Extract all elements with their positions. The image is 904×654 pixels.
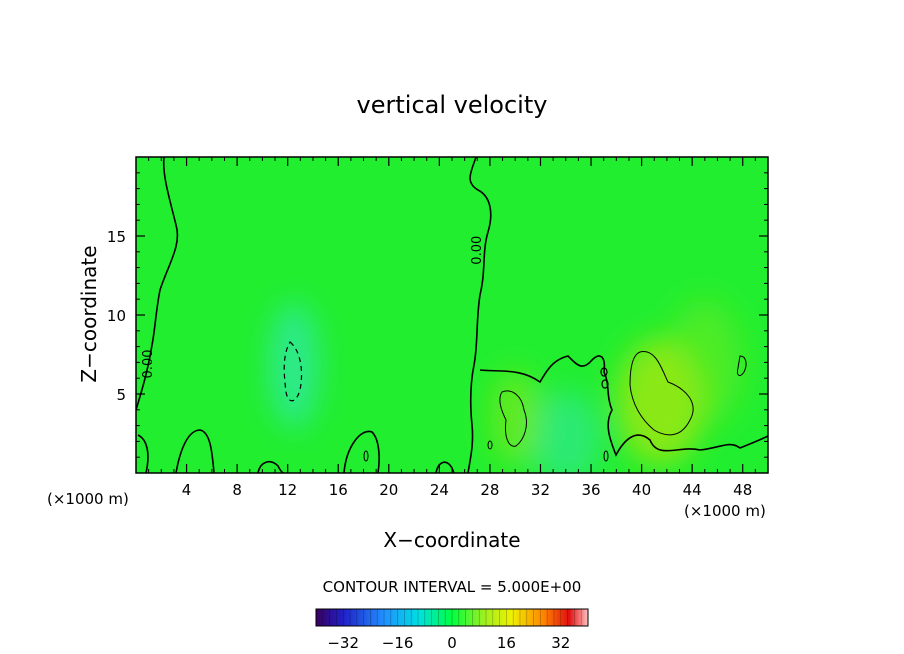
y-tick-label: 15 [107,228,126,246]
x-tick-label: 20 [379,481,398,499]
field-features [268,299,743,473]
contour-lines [136,157,768,473]
x-axis-label: X−coordinate [383,528,520,552]
zero-contour-bottom-3 [343,430,380,473]
zero-contour-middle [467,157,492,473]
colorbar-tick-label: −16 [382,634,414,652]
x-tick-label: 8 [232,481,242,499]
colorbar-stripes [315,609,589,626]
contour-label-left: 0.00 [141,350,156,379]
x-tick-label: 12 [278,481,297,499]
x-unit-left: (×1000 m) [47,490,129,508]
field-positive-region [489,370,541,466]
field-negative-region [530,390,602,473]
contour-ring-4 [603,450,609,462]
x-tick-label: 32 [531,481,550,499]
positive-contour-mid [499,390,527,447]
field-positive-region [666,299,743,426]
colorbar-tick-label: 32 [551,634,570,652]
contour-ring-2 [601,379,609,389]
x-tick-label: 28 [480,481,499,499]
contour-ring-1 [600,367,608,377]
zero-contour-bottom-2 [175,429,215,473]
contour-ring-3 [363,450,369,462]
x-tick-label: 36 [581,481,600,499]
y-tick-label: 10 [107,307,126,325]
chart-title: vertical velocity [357,91,548,119]
x-tick-label: 16 [329,481,348,499]
zero-contour-right [479,355,768,457]
contour-interval-text: CONTOUR INTERVAL = 5.000E+00 [323,578,582,596]
negative-contour-left [283,341,303,402]
x-tick-label: 40 [632,481,651,499]
colorbar-tick-label: −32 [327,634,359,652]
colorbar-frame [315,608,589,627]
x-axis: 4 8 12 16 20 24 28 32 36 40 44 48 [148,157,756,499]
y-axis-label: Z−coordinate [77,245,101,382]
colorbar-tick-label: 0 [447,634,457,652]
field-negative-region [268,302,320,429]
plot-area: 0.00 0.00 [135,156,769,474]
x-tick-label: 44 [683,481,702,499]
colorbar-gradient [316,609,588,626]
zero-contour-left [136,157,179,411]
x-tick-label: 24 [430,481,449,499]
contour-ring-5 [487,440,493,450]
y-tick-label: 5 [116,386,126,404]
x-tick-label: 48 [733,481,752,499]
colorbar-ticks: −32 −16 0 16 32 [327,634,570,652]
x-unit-right: (×1000 m) [684,502,766,520]
positive-contour-small [737,355,747,376]
y-axis: 5 10 15 [107,172,768,458]
colorbar-tick-label: 16 [497,634,516,652]
colorbar: −32 −16 0 16 32 [315,608,589,652]
zero-contour-bottom-5 [435,461,455,473]
contour-label-middle: 0.00 [470,236,485,265]
x-tick-label: 4 [182,481,192,499]
zero-contour-bottom-1 [137,434,149,473]
positive-contour-right [629,351,694,436]
